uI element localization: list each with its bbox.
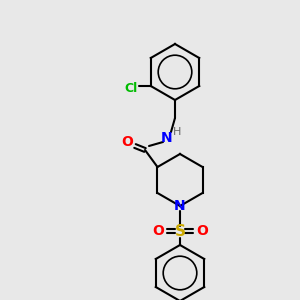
Text: S: S xyxy=(175,224,185,238)
Text: O: O xyxy=(152,224,164,238)
Text: N: N xyxy=(174,199,186,213)
Text: N: N xyxy=(161,131,173,145)
Text: Cl: Cl xyxy=(124,82,137,94)
Text: O: O xyxy=(121,135,133,149)
Text: O: O xyxy=(196,224,208,238)
Text: H: H xyxy=(173,127,181,137)
